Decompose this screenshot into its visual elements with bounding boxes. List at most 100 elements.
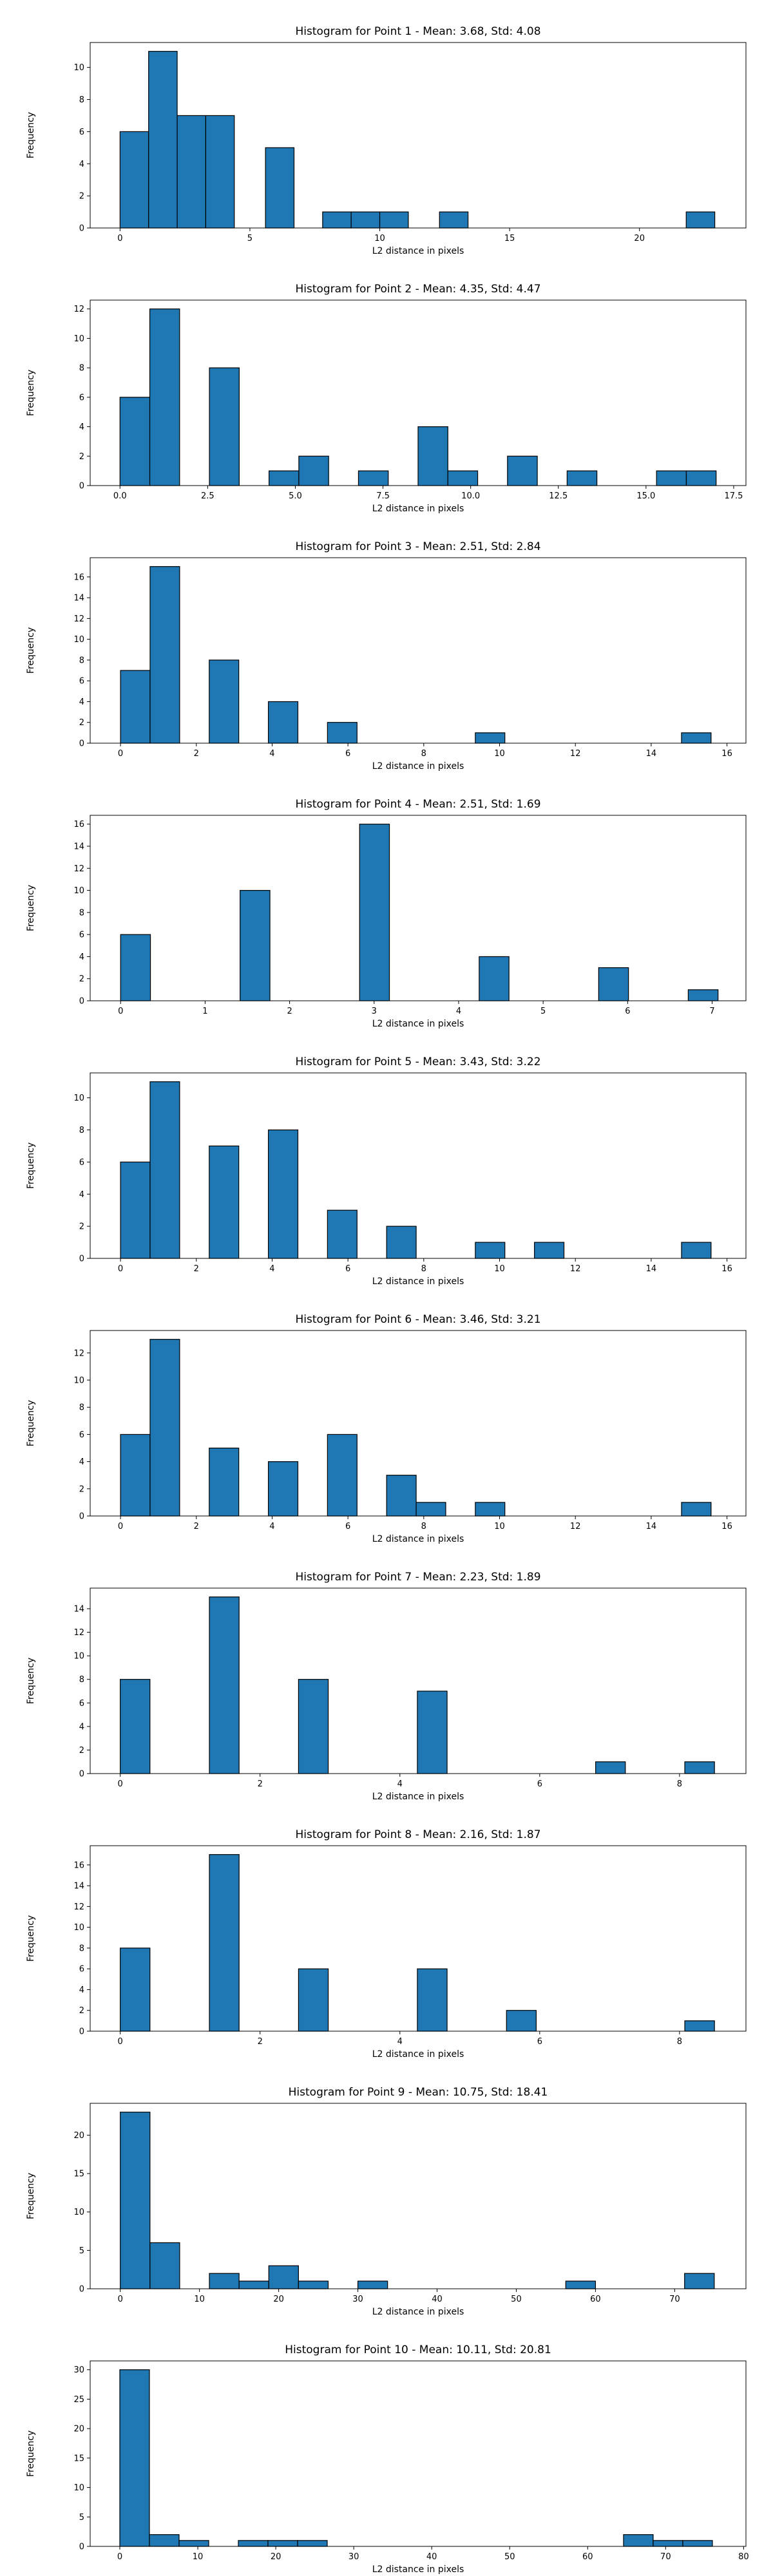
histogram-bar xyxy=(386,1475,417,1517)
x-tick-label: 4 xyxy=(456,1007,461,1016)
x-tick-label: 6 xyxy=(625,1007,630,1016)
histogram-bar xyxy=(682,2540,713,2547)
x-tick-label: 50 xyxy=(511,2295,522,2304)
x-tick-label: 0 xyxy=(117,2552,122,2562)
histogram-bar xyxy=(598,967,629,1001)
y-tick-label: 10 xyxy=(73,1652,84,1662)
y-axis-label: Frequency xyxy=(26,1400,36,1446)
y-tick-label: 6 xyxy=(79,677,84,687)
histogram-bar xyxy=(240,889,271,1001)
y-tick-label: 6 xyxy=(79,931,84,940)
histogram-bar xyxy=(149,2534,180,2547)
x-tick-label: 70 xyxy=(669,2295,680,2304)
histogram-bar xyxy=(379,211,409,229)
y-tick-label: 6 xyxy=(79,1158,84,1168)
histogram-bar xyxy=(267,1129,299,1259)
histogram-bar xyxy=(209,367,240,486)
histogram-bar xyxy=(684,1761,715,1774)
x-axis-label: L2 distance in pixels xyxy=(372,761,464,772)
histogram-panel-3: Histogram for Point 3 - Mean: 2.51, Std:… xyxy=(26,540,747,772)
y-tick-label: 0 xyxy=(79,1512,84,1522)
y-tick-label: 0 xyxy=(79,1770,84,1779)
x-tick-label: 0 xyxy=(118,2037,123,2047)
chart-title: Histogram for Point 6 - Mean: 3.46, Std:… xyxy=(295,1313,540,1326)
y-tick-label: 15 xyxy=(73,2170,84,2179)
histogram-bar xyxy=(209,1596,240,1774)
histogram-bar xyxy=(687,989,719,1001)
histogram-bar xyxy=(177,115,207,229)
chart-title: Histogram for Point 10 - Mean: 10.11, St… xyxy=(285,2344,551,2356)
x-tick-label: 70 xyxy=(660,2552,671,2562)
y-tick-label: 14 xyxy=(73,1882,84,1891)
histogram-bar xyxy=(681,1502,712,1517)
x-tick-label: 12.5 xyxy=(549,491,568,501)
histogram-bar xyxy=(265,147,295,229)
y-tick-label: 25 xyxy=(73,2395,84,2405)
x-tick-label: 2 xyxy=(194,749,199,759)
x-tick-label: 5 xyxy=(247,234,253,243)
y-tick-label: 8 xyxy=(79,656,84,665)
axes-frame xyxy=(90,2103,747,2289)
histogram-panel-2: Histogram for Point 2 - Mean: 4.35, Std:… xyxy=(26,283,747,514)
x-tick-label: 30 xyxy=(348,2552,359,2562)
y-tick-label: 6 xyxy=(79,393,84,402)
histogram-bar xyxy=(681,732,712,744)
histogram-bar xyxy=(120,1434,151,1517)
x-tick-label: 10 xyxy=(494,749,505,759)
x-tick-label: 10 xyxy=(494,1522,505,1531)
y-tick-label: 10 xyxy=(73,635,84,645)
histogram-bar xyxy=(149,308,180,486)
histogram-bar xyxy=(653,2540,683,2547)
histogram-panel-6: Histogram for Point 6 - Mean: 3.46, Std:… xyxy=(26,1313,747,1544)
y-tick-label: 8 xyxy=(79,1675,84,1685)
x-tick-label: 0 xyxy=(117,234,122,243)
x-axis-label: L2 distance in pixels xyxy=(372,2307,464,2317)
histogram-bar xyxy=(149,566,180,744)
y-tick-label: 0 xyxy=(79,482,84,491)
histogram-bar xyxy=(209,1145,240,1259)
y-tick-label: 12 xyxy=(73,1628,84,1638)
histogram-panel-5: Histogram for Point 5 - Mean: 3.43, Std:… xyxy=(26,1056,747,1287)
y-tick-label: 2 xyxy=(79,1484,84,1494)
histogram-bar xyxy=(119,397,151,486)
histogram-bar xyxy=(178,2540,209,2547)
histogram-bar xyxy=(267,1461,299,1517)
histogram-bar xyxy=(119,131,149,229)
x-tick-label: 2 xyxy=(194,1264,199,1274)
y-tick-label: 16 xyxy=(73,573,84,582)
x-tick-label: 16 xyxy=(721,1522,732,1531)
x-tick-label: 16 xyxy=(721,1264,732,1274)
y-tick-label: 20 xyxy=(73,2425,84,2434)
y-tick-label: 5 xyxy=(79,2246,84,2256)
histogram-bar xyxy=(267,2540,298,2547)
histogram-bar xyxy=(298,1679,329,1774)
chart-title: Histogram for Point 4 - Mean: 2.51, Std:… xyxy=(295,798,540,811)
histogram-bar xyxy=(358,470,389,486)
histogram-panel-8: Histogram for Point 8 - Mean: 2.16, Std:… xyxy=(26,1828,747,2060)
histogram-bar xyxy=(415,1502,446,1517)
y-tick-label: 10 xyxy=(73,1923,84,1933)
x-tick-label: 6 xyxy=(345,1522,350,1531)
histogram-bar xyxy=(685,470,717,486)
y-tick-label: 10 xyxy=(73,334,84,344)
x-tick-label: 0.0 xyxy=(113,491,127,501)
axes-frame xyxy=(90,299,747,486)
histogram-bar xyxy=(267,701,299,744)
histogram-bar xyxy=(120,1679,151,1774)
x-tick-label: 10.0 xyxy=(461,491,480,501)
histogram-bar xyxy=(297,2540,328,2547)
y-tick-label: 4 xyxy=(79,160,84,169)
x-tick-label: 6 xyxy=(345,1264,350,1274)
histogram-bar xyxy=(238,2540,269,2547)
histogram-bar xyxy=(684,2273,715,2289)
x-tick-label: 10 xyxy=(193,2552,204,2562)
histogram-bar xyxy=(417,1690,448,1774)
y-tick-label: 2 xyxy=(79,718,84,728)
histogram-panel-7: Histogram for Point 7 - Mean: 2.23, Std:… xyxy=(26,1571,747,1802)
histogram-bar xyxy=(685,211,716,229)
y-tick-label: 6 xyxy=(79,128,84,137)
histogram-bar xyxy=(359,824,390,1001)
y-tick-label: 12 xyxy=(73,1349,84,1358)
axes-frame xyxy=(90,42,747,229)
